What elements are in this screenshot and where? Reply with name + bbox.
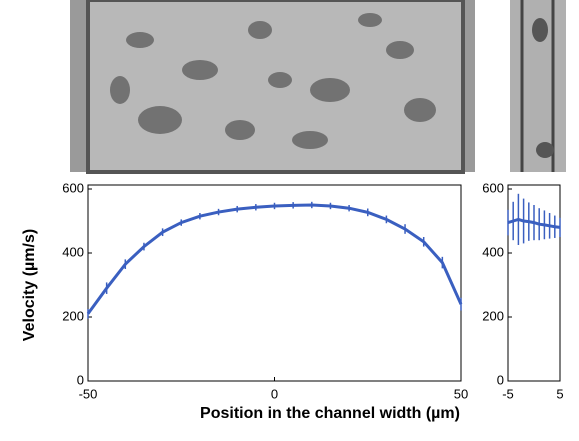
x-tick-label: 5 — [556, 386, 563, 401]
y-tick-label: 200 — [62, 308, 84, 323]
profile-line — [86, 203, 463, 315]
x-tick-label: -5 — [502, 386, 514, 401]
x-tick-label: 50 — [454, 386, 468, 401]
plot-frame — [507, 184, 561, 382]
y-tick-label: 400 — [62, 244, 84, 259]
y-tick-label: 200 — [482, 308, 504, 323]
x-tick-label: -50 — [79, 386, 98, 401]
x-tick-label: 0 — [271, 386, 278, 401]
profile-line — [507, 217, 561, 229]
y-tick-label: 400 — [482, 244, 504, 259]
micrograph-right — [510, 0, 566, 172]
y-axis-label: Velocity (µm/s) — [21, 229, 38, 341]
y-tick-label: 600 — [482, 180, 504, 195]
y-tick-label: 0 — [497, 372, 504, 387]
x-axis-label: Position in the channel width (µm) — [200, 405, 460, 422]
y-tick-label: 0 — [77, 372, 84, 387]
plot-frame — [87, 184, 462, 382]
y-tick-label: 600 — [62, 180, 84, 195]
micrograph-left — [70, 0, 475, 174]
